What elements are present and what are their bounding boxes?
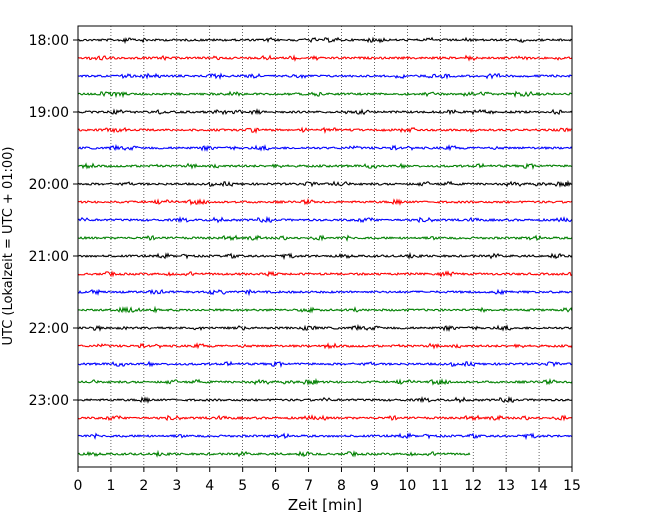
- seismic-trace: [77, 36, 573, 45]
- x-tick-label: 2: [139, 478, 148, 494]
- plot-frame: [77, 25, 573, 468]
- seismic-trace: [77, 215, 573, 224]
- x-tick-label: 1: [106, 478, 115, 494]
- x-tick-label: 4: [205, 478, 214, 494]
- seismic-trace: [77, 270, 573, 278]
- seismic-trace: [77, 251, 573, 261]
- x-tick-label: 5: [238, 478, 247, 494]
- seismic-trace: [77, 72, 573, 80]
- seismic-trace: [77, 360, 573, 369]
- traces: [77, 36, 573, 458]
- x-tick-label: 14: [530, 478, 548, 494]
- seismic-trace: [77, 162, 573, 171]
- y-tick-label: 18:00: [29, 33, 69, 49]
- seismic-trace: [77, 108, 573, 116]
- y-tick-label: 21:00: [29, 249, 69, 265]
- x-tick-label: 7: [304, 478, 313, 494]
- seismic-trace: [77, 234, 573, 242]
- seismic-trace: [77, 126, 573, 135]
- x-tick-label: 10: [398, 478, 416, 494]
- x-tick-label: 12: [464, 478, 482, 494]
- x-tick-label: 9: [370, 478, 379, 494]
- y-tick-label: 23:00: [29, 393, 69, 409]
- x-tick-label: 0: [74, 478, 83, 494]
- seismic-trace: [77, 449, 471, 458]
- seismic-trace: [77, 54, 573, 62]
- grid-lines: [110, 26, 540, 467]
- seismic-trace: [77, 288, 573, 297]
- x-axis-label: Zeit [min]: [288, 496, 362, 514]
- x-axis-ticks: 0 1 2 3 4 5 6 7 8 9 10 11 12 13 14 15: [74, 467, 581, 494]
- x-tick-label: 11: [431, 478, 449, 494]
- seismic-trace: [77, 90, 573, 99]
- seismic-trace: [77, 323, 573, 332]
- seismic-trace: [77, 414, 573, 422]
- x-tick-label: 6: [271, 478, 280, 494]
- seismic-trace: [77, 305, 573, 314]
- y-tick-label: 19:00: [29, 105, 69, 121]
- seismic-trace: [77, 197, 573, 206]
- seismic-trace: [77, 395, 573, 404]
- seismic-trace: [77, 377, 573, 386]
- seismic-trace: [77, 432, 573, 441]
- seismic-trace: [77, 143, 573, 152]
- y-tick-label: 20:00: [29, 177, 69, 193]
- y-axis-ticks: 18:00 19:00 20:00 21:00 22:00 23:00: [29, 33, 78, 409]
- y-axis-label: UTC (Lokalzeit = UTC + 01:00): [1, 147, 16, 346]
- x-tick-label: 3: [172, 478, 181, 494]
- seismic-trace: [77, 342, 573, 350]
- x-tick-label: 8: [337, 478, 346, 494]
- x-tick-label: 13: [497, 478, 515, 494]
- seismic-trace: [77, 179, 573, 188]
- x-tick-label: 15: [563, 478, 581, 494]
- y-tick-label: 22:00: [29, 321, 69, 337]
